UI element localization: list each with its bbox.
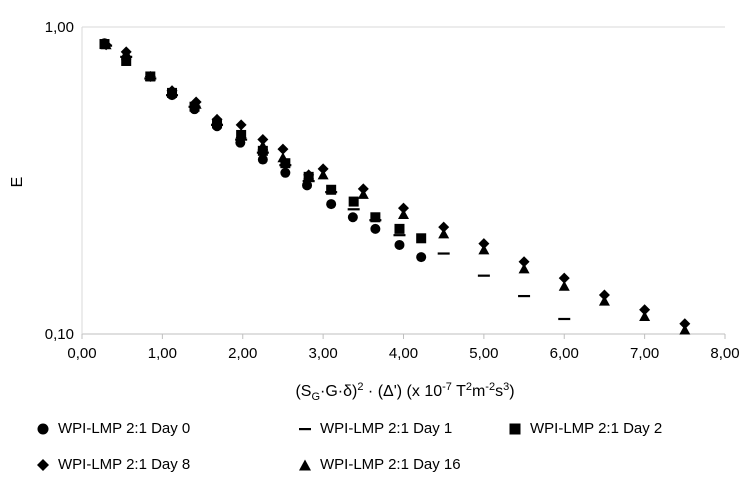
legend-item-day8: WPI-LMP 2:1 Day 8 [36, 456, 190, 473]
legend-item-day16: WPI-LMP 2:1 Day 16 [298, 456, 461, 473]
x-tick-label: 8,00 [710, 345, 739, 362]
data-point [558, 272, 570, 284]
data-point [257, 154, 268, 165]
data-point [121, 55, 132, 66]
data-point [347, 212, 358, 223]
x-tick-label: 5,00 [469, 345, 498, 362]
data-point [518, 294, 531, 298]
legend-label: WPI-LMP 2:1 Day 16 [320, 456, 461, 473]
data-point [326, 199, 337, 210]
tick-labels: 0,00 1,00 2,00 3,00 4,00 5,00 6,00 7,00 8,00 0,10… [45, 19, 740, 362]
data-point [257, 134, 269, 146]
data-point [393, 234, 406, 237]
legend: WPI-LMP 2:1 Day 0 WPI-LMP 2:1 Day 1 WPI-… [0, 410, 746, 477]
series-2 [100, 44, 571, 321]
axes [81, 27, 726, 339]
data-point [277, 152, 289, 163]
x-tick-label: 1,00 [148, 345, 177, 362]
data-point [370, 223, 381, 234]
data-point [303, 169, 315, 180]
data-point [211, 113, 223, 124]
data-point [437, 252, 450, 255]
legend-label: WPI-LMP 2:1 Day 2 [530, 420, 663, 437]
data-point [558, 280, 570, 291]
data-point [398, 202, 409, 214]
legend-label: WPI-LMP 2:1 Day 8 [58, 456, 191, 473]
series-4 [100, 39, 691, 330]
circle-marker-icon [37, 423, 49, 434]
data-point [394, 223, 405, 234]
data-point [598, 295, 610, 306]
data-point [280, 167, 291, 178]
x-tick-label: 3,00 [309, 345, 338, 362]
data-point [598, 289, 610, 301]
triangle-marker-icon [299, 459, 311, 470]
legend-label: WPI-LMP 2:1 Day 0 [58, 420, 191, 437]
y-tick-label: 1,00 [45, 19, 74, 36]
data-point [639, 311, 651, 322]
data-point [477, 274, 490, 277]
data-point [302, 180, 313, 191]
data-point [166, 85, 178, 96]
data-point [357, 188, 369, 199]
data-point [257, 140, 269, 151]
data-point [190, 98, 202, 109]
data-point [438, 228, 450, 239]
x-tick-label: 4,00 [389, 345, 418, 362]
data-point [394, 239, 405, 250]
data-point [348, 196, 359, 207]
data-point [478, 244, 490, 255]
y-tick-label: 0,10 [45, 326, 74, 343]
data-point [144, 70, 156, 81]
data-point [280, 158, 291, 169]
x-axis-title: (SG·G·δ)2 · (Δ') (x 10-7 T2m-2s3) [295, 381, 514, 403]
legend-item-day0: WPI-LMP 2:1 Day 0 [36, 420, 190, 437]
data-point [416, 252, 427, 263]
scatter-chart: 0,00 1,00 2,00 3,00 4,00 5,00 6,00 7,00 8,00 0,10… [9, 19, 740, 403]
data-point [317, 163, 329, 175]
data-point [317, 169, 329, 180]
legend-item-day1: WPI-LMP 2:1 Day 1 [298, 420, 452, 437]
data-point [235, 119, 247, 131]
legend-item-day2: WPI-LMP 2:1 Day 2 [508, 420, 662, 437]
data-point [120, 47, 132, 58]
y-axis-title: E [9, 177, 26, 188]
x-tick-label: 0,00 [67, 345, 96, 362]
data-point [347, 208, 360, 211]
data-point [679, 324, 691, 335]
x-tick-label: 2,00 [228, 345, 257, 362]
legend-label: WPI-LMP 2:1 Day 1 [320, 420, 453, 437]
square-marker-icon [509, 423, 521, 434]
data-point [257, 145, 268, 156]
data-point [277, 143, 289, 155]
data-point [326, 184, 337, 195]
data-point [679, 318, 691, 330]
data-point [100, 39, 112, 50]
data-point [438, 221, 450, 233]
x-tick-label: 6,00 [550, 345, 579, 362]
data-point [518, 256, 530, 268]
data-point [370, 212, 381, 223]
data-point [518, 263, 530, 274]
data-point [398, 209, 409, 220]
data-point [416, 233, 427, 244]
data-point [478, 238, 490, 250]
data-point [558, 317, 571, 321]
series-5 [100, 39, 691, 335]
x-tick-label: 7,00 [630, 345, 659, 362]
dash-marker-icon [299, 427, 311, 430]
data-point [639, 304, 651, 316]
data-point [235, 127, 247, 138]
data-points [99, 38, 691, 335]
diamond-marker-icon [37, 458, 49, 471]
